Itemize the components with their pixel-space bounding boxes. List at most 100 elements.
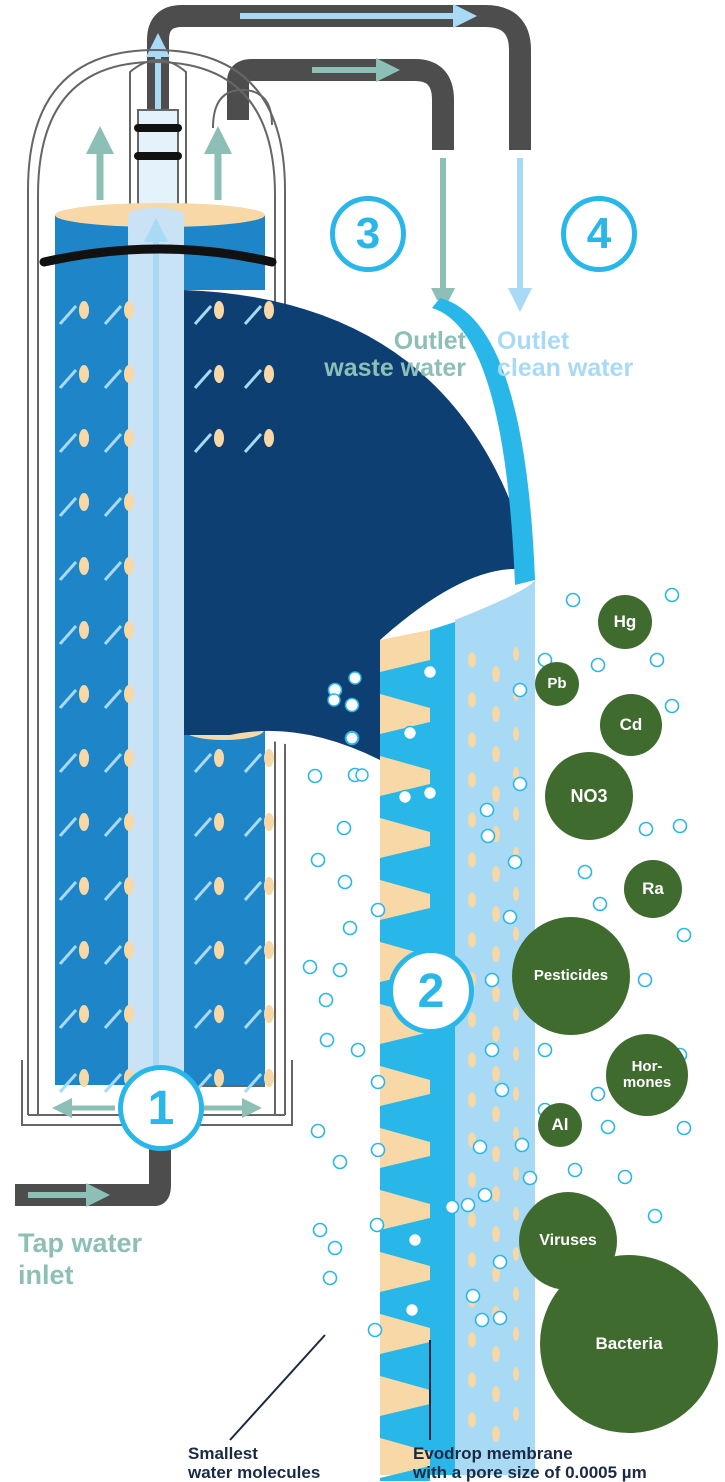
pore-dot xyxy=(513,1087,519,1101)
pore-dot xyxy=(79,685,89,703)
pore-dot xyxy=(264,429,274,447)
pore-dot xyxy=(513,1207,519,1221)
pore-dot xyxy=(492,866,500,882)
membrane-tooth xyxy=(380,1280,430,1328)
pore-arrow xyxy=(103,753,123,773)
water-molecule xyxy=(397,789,413,805)
clean-label-line2: clean water xyxy=(497,354,634,382)
pore-arrow xyxy=(103,625,123,645)
pore-dot xyxy=(513,727,519,741)
pore-arrow xyxy=(103,817,123,837)
center-tube-cap xyxy=(129,59,187,216)
water-molecule xyxy=(512,776,528,792)
water-molecule xyxy=(474,1312,490,1328)
pore-dot xyxy=(214,877,224,895)
pore-dot xyxy=(468,1012,476,1028)
pore-dot xyxy=(492,1426,500,1442)
water-molecule xyxy=(600,1119,616,1135)
pore-arrow xyxy=(103,369,123,389)
pore-dot xyxy=(214,749,224,767)
pore-arrow xyxy=(103,689,123,709)
pore-arrow xyxy=(103,1073,123,1093)
pore-arrow xyxy=(58,305,78,325)
pore-dot xyxy=(492,786,500,802)
pore-dot xyxy=(214,813,224,831)
pore-dot xyxy=(264,1005,274,1023)
water-molecule xyxy=(319,1032,335,1048)
pore-dot xyxy=(468,652,476,668)
pore-arrow xyxy=(193,753,213,773)
pore-arrow xyxy=(193,881,213,901)
water-molecule xyxy=(369,1217,385,1233)
pore-arrow xyxy=(103,305,123,325)
water-molecule xyxy=(676,927,692,943)
pore-dot xyxy=(124,493,134,511)
hormones-line2: mones xyxy=(622,1074,672,1091)
pore-dot xyxy=(513,927,519,941)
pore-dot xyxy=(468,892,476,908)
pore-dot xyxy=(124,557,134,575)
pore-arrow xyxy=(243,433,263,453)
water-molecule xyxy=(355,768,369,782)
housing-band xyxy=(39,244,277,267)
pore-dot xyxy=(79,877,89,895)
molecules-caption-line1: Smallest xyxy=(188,1444,258,1463)
water-molecule xyxy=(484,972,500,988)
pore-dot xyxy=(264,749,274,767)
membrane-tooth xyxy=(380,660,430,708)
pore-arrow xyxy=(58,753,78,773)
water-molecule xyxy=(637,972,653,988)
pore-dot xyxy=(79,365,89,383)
water-molecule xyxy=(444,1199,460,1215)
molecules-leader xyxy=(229,1334,326,1441)
pore-dot xyxy=(492,1106,500,1122)
pore-dot xyxy=(264,941,274,959)
tap-label-line2: inlet xyxy=(18,1260,74,1291)
pore-dot xyxy=(492,1066,500,1082)
water-molecule xyxy=(472,1139,488,1155)
membrane-tooth xyxy=(380,1156,430,1204)
pore-arrow xyxy=(58,945,78,965)
water-molecule xyxy=(477,1187,493,1203)
contaminant-al: Al xyxy=(538,1103,582,1147)
pore-dot xyxy=(468,852,476,868)
pore-dot xyxy=(468,1092,476,1108)
water-molecule xyxy=(327,693,341,707)
water-molecule xyxy=(480,828,496,844)
clean-water-pipe xyxy=(146,4,531,215)
contaminant-hormones: Hor- mones xyxy=(606,1034,688,1116)
water-molecule xyxy=(537,1042,553,1058)
water-molecule xyxy=(664,587,680,603)
pore-dot xyxy=(492,706,500,722)
water-molecule xyxy=(422,785,438,801)
pore-dot xyxy=(492,906,500,922)
clean-outlet-label: Outlet clean water xyxy=(497,328,677,382)
membrane-tooth xyxy=(380,846,430,894)
pore-dot xyxy=(124,1005,134,1023)
water-molecule xyxy=(460,1197,476,1213)
water-molecule xyxy=(676,1120,692,1136)
pore-dot xyxy=(124,429,134,447)
membrane-cutaway xyxy=(184,290,535,1475)
water-molecule xyxy=(664,698,680,714)
water-molecule xyxy=(522,1170,538,1186)
water-molecule xyxy=(327,1240,343,1256)
pore-dot xyxy=(264,877,274,895)
water-molecule xyxy=(565,592,581,608)
molecules-caption-line2: water molecules xyxy=(188,1463,321,1482)
pore-arrow xyxy=(193,305,213,325)
membrane-caption: Evodrop membrane with a pore size of 0.0… xyxy=(413,1444,647,1482)
pore-dot xyxy=(264,365,274,383)
waste-label-line2: waste water xyxy=(324,354,466,382)
contaminant-cd: Cd xyxy=(600,694,662,756)
pore-dot xyxy=(124,749,134,767)
membrane-teeth xyxy=(380,660,430,1481)
pore-dot xyxy=(513,647,519,661)
pore-dot xyxy=(124,941,134,959)
membrane-tooth xyxy=(380,1094,430,1142)
membrane-tooth xyxy=(380,1404,430,1452)
pore-dot xyxy=(492,1266,500,1282)
water-molecule xyxy=(492,1310,508,1326)
pore-dot xyxy=(468,1252,476,1268)
